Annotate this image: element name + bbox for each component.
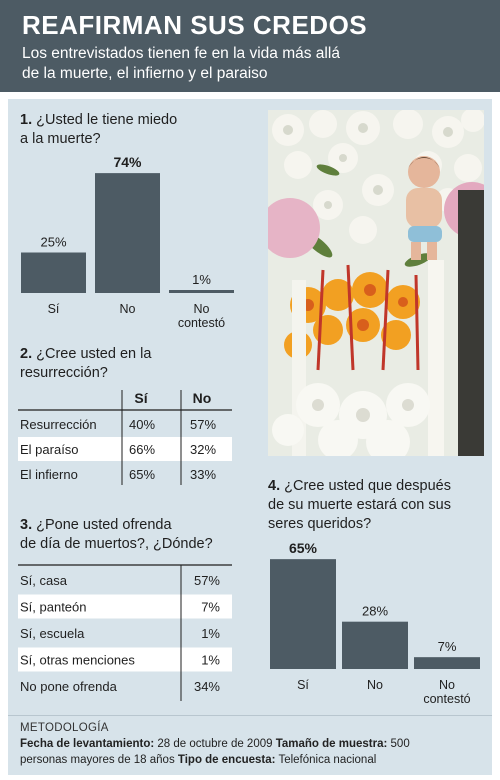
subtitle-line-2: de la muerte, el infierno y el paraiso xyxy=(22,65,268,82)
q3-number: 3. xyxy=(20,517,33,533)
q3-line-1: ¿Pone usted ofrenda xyxy=(36,517,172,533)
category-label-1: Sí xyxy=(297,678,309,692)
bar-value-label-1: 25% xyxy=(40,235,66,250)
q3-table: Sí, casa 57% Sí, panteón 7% Sí, escuela 1% Sí,… xyxy=(18,564,232,701)
page-subtitle: Los entrevistados tienen fe en la vida m… xyxy=(22,44,484,84)
category-label-1: Sí xyxy=(48,302,60,316)
personas-value: personas mayores de 18 años xyxy=(20,754,178,766)
q4-number: 4. xyxy=(268,478,281,494)
tipo-label: Tipo de encuesta: xyxy=(177,754,276,766)
methodology-line-2: personas mayores de 18 años Tipo de encu… xyxy=(20,752,490,768)
methodology-divider xyxy=(8,715,492,716)
category-label-3: No xyxy=(439,678,455,692)
table-row-label: Resurrección xyxy=(20,417,97,432)
bar-value-label-2: 74% xyxy=(113,154,142,170)
bar-value-label-2: 28% xyxy=(362,604,388,619)
q1-line-1: ¿Usted le tiene miedo xyxy=(36,112,178,128)
q1-number: 1. xyxy=(20,112,33,128)
bar-2 xyxy=(95,173,160,293)
table-cell-value: 1% xyxy=(201,653,220,668)
bar-value-label-3: 1% xyxy=(192,272,211,287)
q4-title: 4. ¿Cree usted que después de su muerte … xyxy=(268,477,451,534)
col-header-no: No xyxy=(193,390,212,406)
q2-number: 2. xyxy=(20,346,33,362)
bar-2 xyxy=(342,621,408,669)
bar-3 xyxy=(414,657,480,669)
methodology: METODOLOGÍA Fecha de levantamiento: 28 d… xyxy=(20,720,490,768)
tipo-value: Telefónica nacional xyxy=(275,754,377,766)
category-label-3: contestó xyxy=(423,692,470,706)
row-highlight xyxy=(18,594,232,619)
table-cell-value: 7% xyxy=(201,600,220,615)
bar-value-label-3: 7% xyxy=(438,639,457,654)
q3-line-2: de día de muertos?, ¿Dónde? xyxy=(20,536,213,552)
fecha-value: 28 de octubre de 2009 xyxy=(154,738,276,750)
table-cell-si: 66% xyxy=(129,442,155,457)
bar-1 xyxy=(270,559,336,669)
bar-value-label-1: 65% xyxy=(289,540,318,556)
table-row-label: El infierno xyxy=(20,467,78,482)
bar-1 xyxy=(21,252,86,293)
table-cell-si: 65% xyxy=(129,467,155,482)
q4-line-1: ¿Cree usted que después xyxy=(284,478,451,494)
table-cell-value: 1% xyxy=(201,626,220,641)
category-label-2: No xyxy=(120,302,136,316)
table-row-label: Sí, otras menciones xyxy=(20,653,135,668)
altar-photo xyxy=(268,110,484,456)
table-row-label: No pone ofrenda xyxy=(20,679,118,694)
q4-line-2: de su muerte estará con sus xyxy=(268,497,451,513)
q1-title: 1. ¿Usted le tiene miedo a la muerte? xyxy=(20,111,177,149)
page-title: REAFIRMAN SUS CREDOS xyxy=(22,10,368,40)
header: REAFIRMAN SUS CREDOS Los entrevistados t… xyxy=(0,0,500,92)
q4-line-3: seres queridos? xyxy=(268,516,372,532)
table-row-label: El paraíso xyxy=(20,442,79,457)
tamano-value: 500 xyxy=(387,738,410,750)
q2-line-1: ¿Cree usted en la xyxy=(36,346,152,362)
table-cell-value: 57% xyxy=(194,573,220,588)
table-row-label: Sí, casa xyxy=(20,573,68,588)
bar-3 xyxy=(169,290,234,293)
tamano-label: Tamaño de muestra: xyxy=(275,738,388,750)
row-highlight xyxy=(18,437,232,461)
row-highlight xyxy=(18,647,232,672)
q3-title: 3. ¿Pone usted ofrenda de día de muertos… xyxy=(20,516,213,554)
table-row-label: Sí, escuela xyxy=(20,626,85,641)
table-cell-no: 57% xyxy=(190,417,216,432)
table-cell-si: 40% xyxy=(129,417,155,432)
methodology-title: METODOLOGÍA xyxy=(20,722,109,734)
methodology-line-1: Fecha de levantamiento: 28 de octubre de… xyxy=(20,736,490,752)
table-row-label: Sí, panteón xyxy=(20,600,87,615)
col-header-si: Sí xyxy=(134,390,148,406)
table-cell-no: 33% xyxy=(190,467,216,482)
q1-line-2: a la muerte? xyxy=(20,131,101,147)
q2-table: 33% Sí No Resurrección 40% 57% El paraíso 66% 32… xyxy=(18,390,232,485)
category-label-2: No xyxy=(367,678,383,692)
table-cell-value: 34% xyxy=(194,679,220,694)
category-label-3: contestó xyxy=(178,316,225,330)
q2-title: 2. ¿Cree usted en la resurrección? xyxy=(20,345,151,383)
fecha-label: Fecha de levantamiento: xyxy=(20,738,155,750)
subtitle-line-1: Los entrevistados tienen fe en la vida m… xyxy=(22,45,340,62)
category-label-3: No xyxy=(194,302,210,316)
table-cell-no: 32% xyxy=(190,442,216,457)
q2-line-2: resurrección? xyxy=(20,365,108,381)
